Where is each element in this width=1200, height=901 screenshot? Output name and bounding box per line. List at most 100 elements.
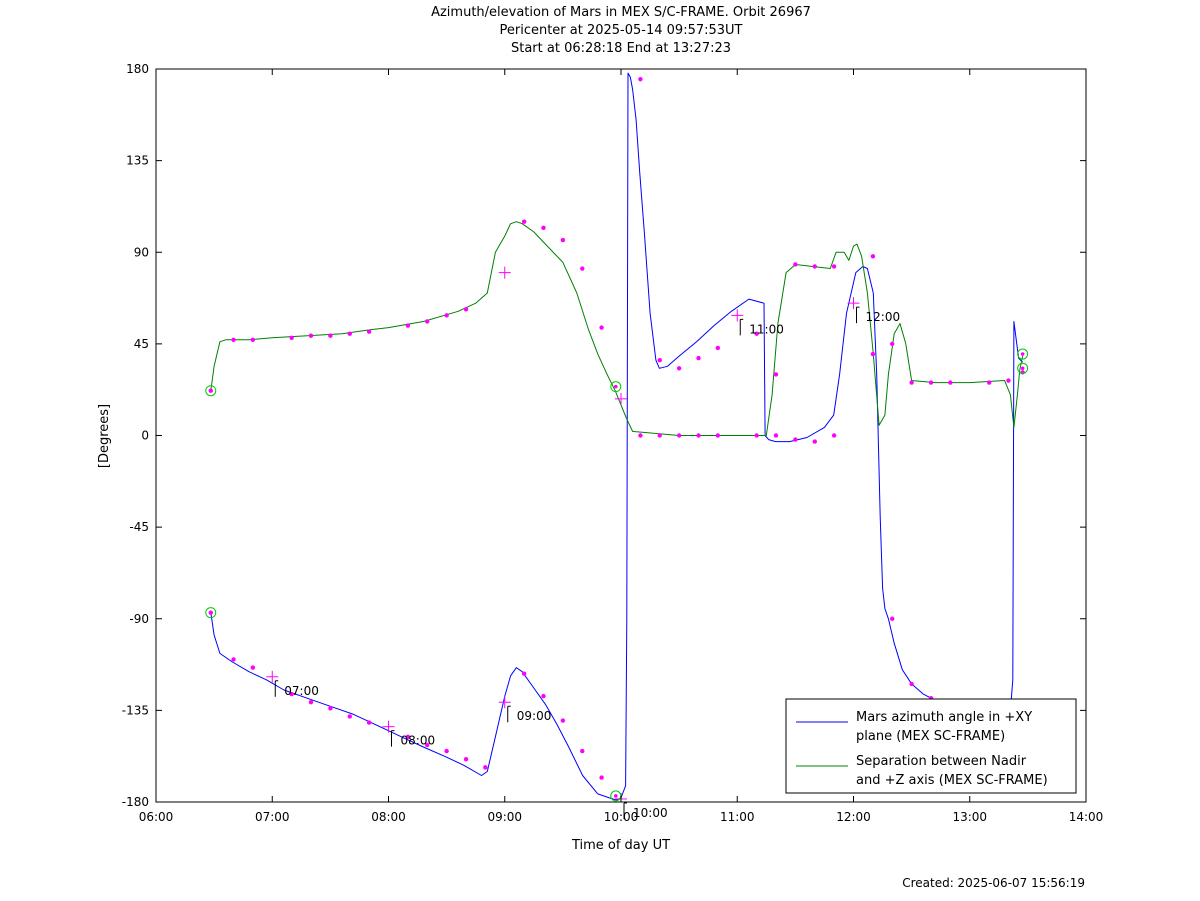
y-tick-label: 90 xyxy=(134,245,149,259)
separation-dot-marker xyxy=(676,433,682,438)
azimuth-dot-marker xyxy=(347,714,352,719)
separation-dot-marker xyxy=(696,433,701,438)
separation-series-line xyxy=(210,221,1024,436)
azimuth-dot-marker xyxy=(250,665,256,670)
azimuth-dot-marker xyxy=(812,439,817,444)
x-tick-label: 08:00 xyxy=(371,810,406,824)
separation-dot-marker xyxy=(347,331,352,336)
separation-dot-marker xyxy=(1020,370,1025,375)
azimuth-dot-marker xyxy=(773,372,779,377)
chart-subtitle-start-end: Start at 06:28:18 End at 13:27:23 xyxy=(510,41,732,56)
separation-dot-marker xyxy=(928,380,934,385)
azimuth-dot-marker xyxy=(425,742,430,748)
legend: Mars azimuth angle in +XY plane (MEX SC-… xyxy=(785,698,1077,794)
azimuth-dot-marker xyxy=(754,331,759,336)
separation-endpoint-circle xyxy=(1017,348,1029,360)
azimuth-series-line xyxy=(210,72,1023,801)
azimuth-endpoint-circle xyxy=(205,607,217,619)
extra-endpoint-circle xyxy=(610,790,622,802)
separation-dot-marker xyxy=(657,433,662,438)
separation-dot-marker xyxy=(366,329,372,334)
created-timestamp: Created: 2025-06-07 15:56:19 xyxy=(902,876,1085,890)
azimuth-dot-marker xyxy=(328,706,333,711)
azimuth-dot-marker xyxy=(638,76,643,82)
azimuth-dot-marker xyxy=(793,437,798,442)
chart-title-block: Azimuth/elevation of Mars in MEX S/C-FRA… xyxy=(0,4,1200,58)
separation-dot-marker xyxy=(948,380,953,385)
chart-subtitle-pericenter: Pericenter at 2025-05-14 09:57:53UT xyxy=(499,23,743,38)
azimuth-dot-marker xyxy=(231,657,236,662)
y-tick-label: 45 xyxy=(134,337,149,351)
separation-dot-marker xyxy=(890,341,895,347)
separation-endpoint-dot xyxy=(208,388,213,393)
y-tick-label: -180 xyxy=(122,795,149,809)
separation-dot-marker xyxy=(521,219,527,224)
separation-dot-marker xyxy=(793,262,798,267)
time-annotation-label: 11:00 xyxy=(749,322,784,336)
legend-separation-label-line1: Separation between Nadir xyxy=(856,754,1027,769)
azimuth-dot-marker xyxy=(696,355,701,361)
separation-dot-marker xyxy=(231,337,236,343)
azimuth-dot-marker xyxy=(715,345,721,351)
chart-title: Azimuth/elevation of Mars in MEX S/C-FRA… xyxy=(431,5,811,20)
x-tick-label: 11:00 xyxy=(720,810,755,824)
x-tick-label: 09:00 xyxy=(487,810,522,824)
x-tick-label: 13:00 xyxy=(952,810,987,824)
azimuth-dot-marker xyxy=(444,748,449,754)
azimuth-dot-marker xyxy=(870,351,876,357)
x-tick-label: 06:00 xyxy=(139,810,174,824)
extra-endpoint-dot xyxy=(613,794,618,798)
azimuth-dot-marker xyxy=(580,748,585,754)
y-tick-label: 135 xyxy=(126,154,149,168)
azimuth-dot-marker xyxy=(308,700,314,705)
time-annotation-label: 09:00 xyxy=(517,709,552,723)
azimuth-dot-marker xyxy=(599,775,604,780)
separation-dot-marker xyxy=(289,335,294,340)
y-tick-label: 180 xyxy=(126,62,149,76)
separation-dot-marker xyxy=(599,325,604,330)
azimuth-dot-marker xyxy=(521,671,527,676)
azimuth-dot-marker xyxy=(657,357,662,363)
separation-dot-marker xyxy=(986,380,992,385)
separation-endpoint-dot xyxy=(1020,352,1025,356)
x-tick-label: 07:00 xyxy=(255,810,290,824)
y-tick-label: -90 xyxy=(129,612,149,626)
separation-dot-marker xyxy=(831,264,837,269)
time-annotation-label: 07:00 xyxy=(284,684,319,698)
x-tick-label: 14:00 xyxy=(1069,810,1104,824)
legend-azimuth-label-line2: plane (MEX SC-FRAME) xyxy=(856,729,1005,744)
separation-dot-marker xyxy=(812,264,817,269)
separation-dot-marker xyxy=(463,307,469,312)
azimuth-dot-marker xyxy=(541,693,546,699)
legend-separation-label-line2: and +Z axis (MEX SC-FRAME) xyxy=(856,773,1048,788)
azimuth-dot-marker xyxy=(560,718,566,723)
y-tick-label: -45 xyxy=(129,520,149,534)
separation-dot-marker xyxy=(250,337,256,343)
azimuth-dot-marker xyxy=(831,433,837,438)
azimuth-dot-marker xyxy=(890,616,895,621)
x-tick-label: 10:00 xyxy=(604,810,639,824)
separation-dot-marker xyxy=(580,266,585,271)
separation-dot-marker xyxy=(308,333,314,338)
x-axis-label: Time of day UT xyxy=(571,838,670,853)
x-tick-label: 12:00 xyxy=(836,810,871,824)
azimuth-dot-marker xyxy=(366,720,372,725)
azimuth-dot-marker xyxy=(909,681,914,687)
separation-dot-marker xyxy=(328,333,333,338)
legend-box xyxy=(785,698,1077,794)
azimuth-dot-marker xyxy=(289,691,294,697)
azimuth-endpoint-circle xyxy=(1017,362,1029,374)
azimuth-dot-marker xyxy=(676,366,682,371)
time-annotation-label: 10:00 xyxy=(633,806,668,820)
y-tick-label: 0 xyxy=(141,429,149,443)
separation-dot-marker xyxy=(773,433,779,438)
azimuth-dot-marker xyxy=(463,757,469,762)
y-tick-label: -135 xyxy=(122,703,149,717)
extra-endpoint-dot xyxy=(613,384,618,389)
azimuth-dot-marker xyxy=(483,765,488,770)
legend-azimuth-label-line1: Mars azimuth angle in +XY xyxy=(856,710,1032,725)
separation-endpoint-circle xyxy=(205,385,217,397)
separation-dot-marker xyxy=(870,254,876,259)
separation-dot-marker xyxy=(715,433,721,438)
